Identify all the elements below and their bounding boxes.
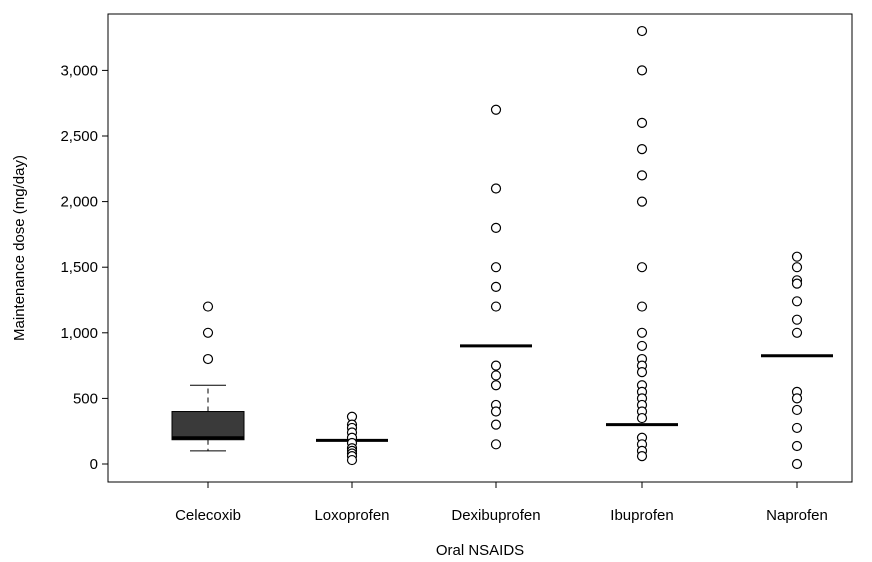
outlier-point [636,412,648,424]
outlier-point [490,370,502,381]
outlier-point [791,262,803,273]
y-tick-label: 2,500 [60,128,98,145]
outlier-point [636,340,648,352]
outlier-point [791,440,803,452]
outlier-point [791,296,803,307]
outlier-point [791,404,803,416]
x-axis-title: Oral NSAIDS [436,542,524,559]
y-tick-label: 2,000 [60,194,98,211]
outlier-point [791,422,803,434]
outlier-point [636,451,648,462]
outlier-point [490,183,502,194]
outlier-point [636,196,648,207]
outlier-point [791,278,803,289]
outlier-point [636,367,648,378]
outlier-point [636,327,648,338]
plot-frame [107,13,853,483]
x-tick-label: Loxoprofen [314,507,389,524]
outlier-point [490,406,502,417]
outlier-point [202,353,214,365]
outlier-point [202,327,214,338]
plot-marks [171,25,833,470]
y-tick-label: 1,000 [60,325,98,342]
outlier-point [636,144,648,155]
x-tick-label: Celecoxib [175,507,241,524]
outlier-point [490,222,502,233]
outlier-point [346,454,358,466]
group-celecoxib [171,301,245,452]
y-axis: 0 500 1,000 1,500 2,000 2,500 3,000 [60,62,108,473]
x-tick-label: Dexibuprofen [451,507,540,524]
group-ibuprofen [606,25,678,462]
y-tick-label: 1,500 [60,259,98,276]
outlier-point [490,301,502,312]
outlier-point [490,104,502,115]
outlier-point [791,314,803,325]
outlier-point [636,117,648,128]
outlier-point [490,439,502,450]
outlier-point [490,419,502,430]
outlier-point [490,262,502,273]
y-tick-label: 3,000 [60,62,98,79]
y-axis-title: Maintenance dose (mg/day) [11,155,28,341]
y-tick-label: 0 [90,456,98,473]
iqr-box [171,411,245,441]
x-axis: Celecoxib Loxoprofen Dexibuprofen Ibuprofen… [175,482,828,524]
x-tick-label: Ibuprofen [610,507,673,524]
outlier-point [791,458,803,470]
outlier-point [490,380,502,391]
outlier-point [636,65,648,76]
outlier-point [791,393,803,404]
outlier-point [791,327,803,338]
outlier-point [490,360,502,371]
outlier-point [202,301,214,312]
y-tick-label: 500 [73,390,98,407]
outlier-point [636,262,648,273]
group-loxoprofen [316,411,388,466]
group-dexibuprofen [460,104,532,450]
x-tick-label: Naprofen [766,507,828,524]
outlier-point [636,301,648,312]
outlier-point [490,281,502,292]
group-naprofen [761,251,833,470]
outlier-point [636,25,648,37]
outlier-point [636,170,648,181]
outlier-point [791,251,803,262]
